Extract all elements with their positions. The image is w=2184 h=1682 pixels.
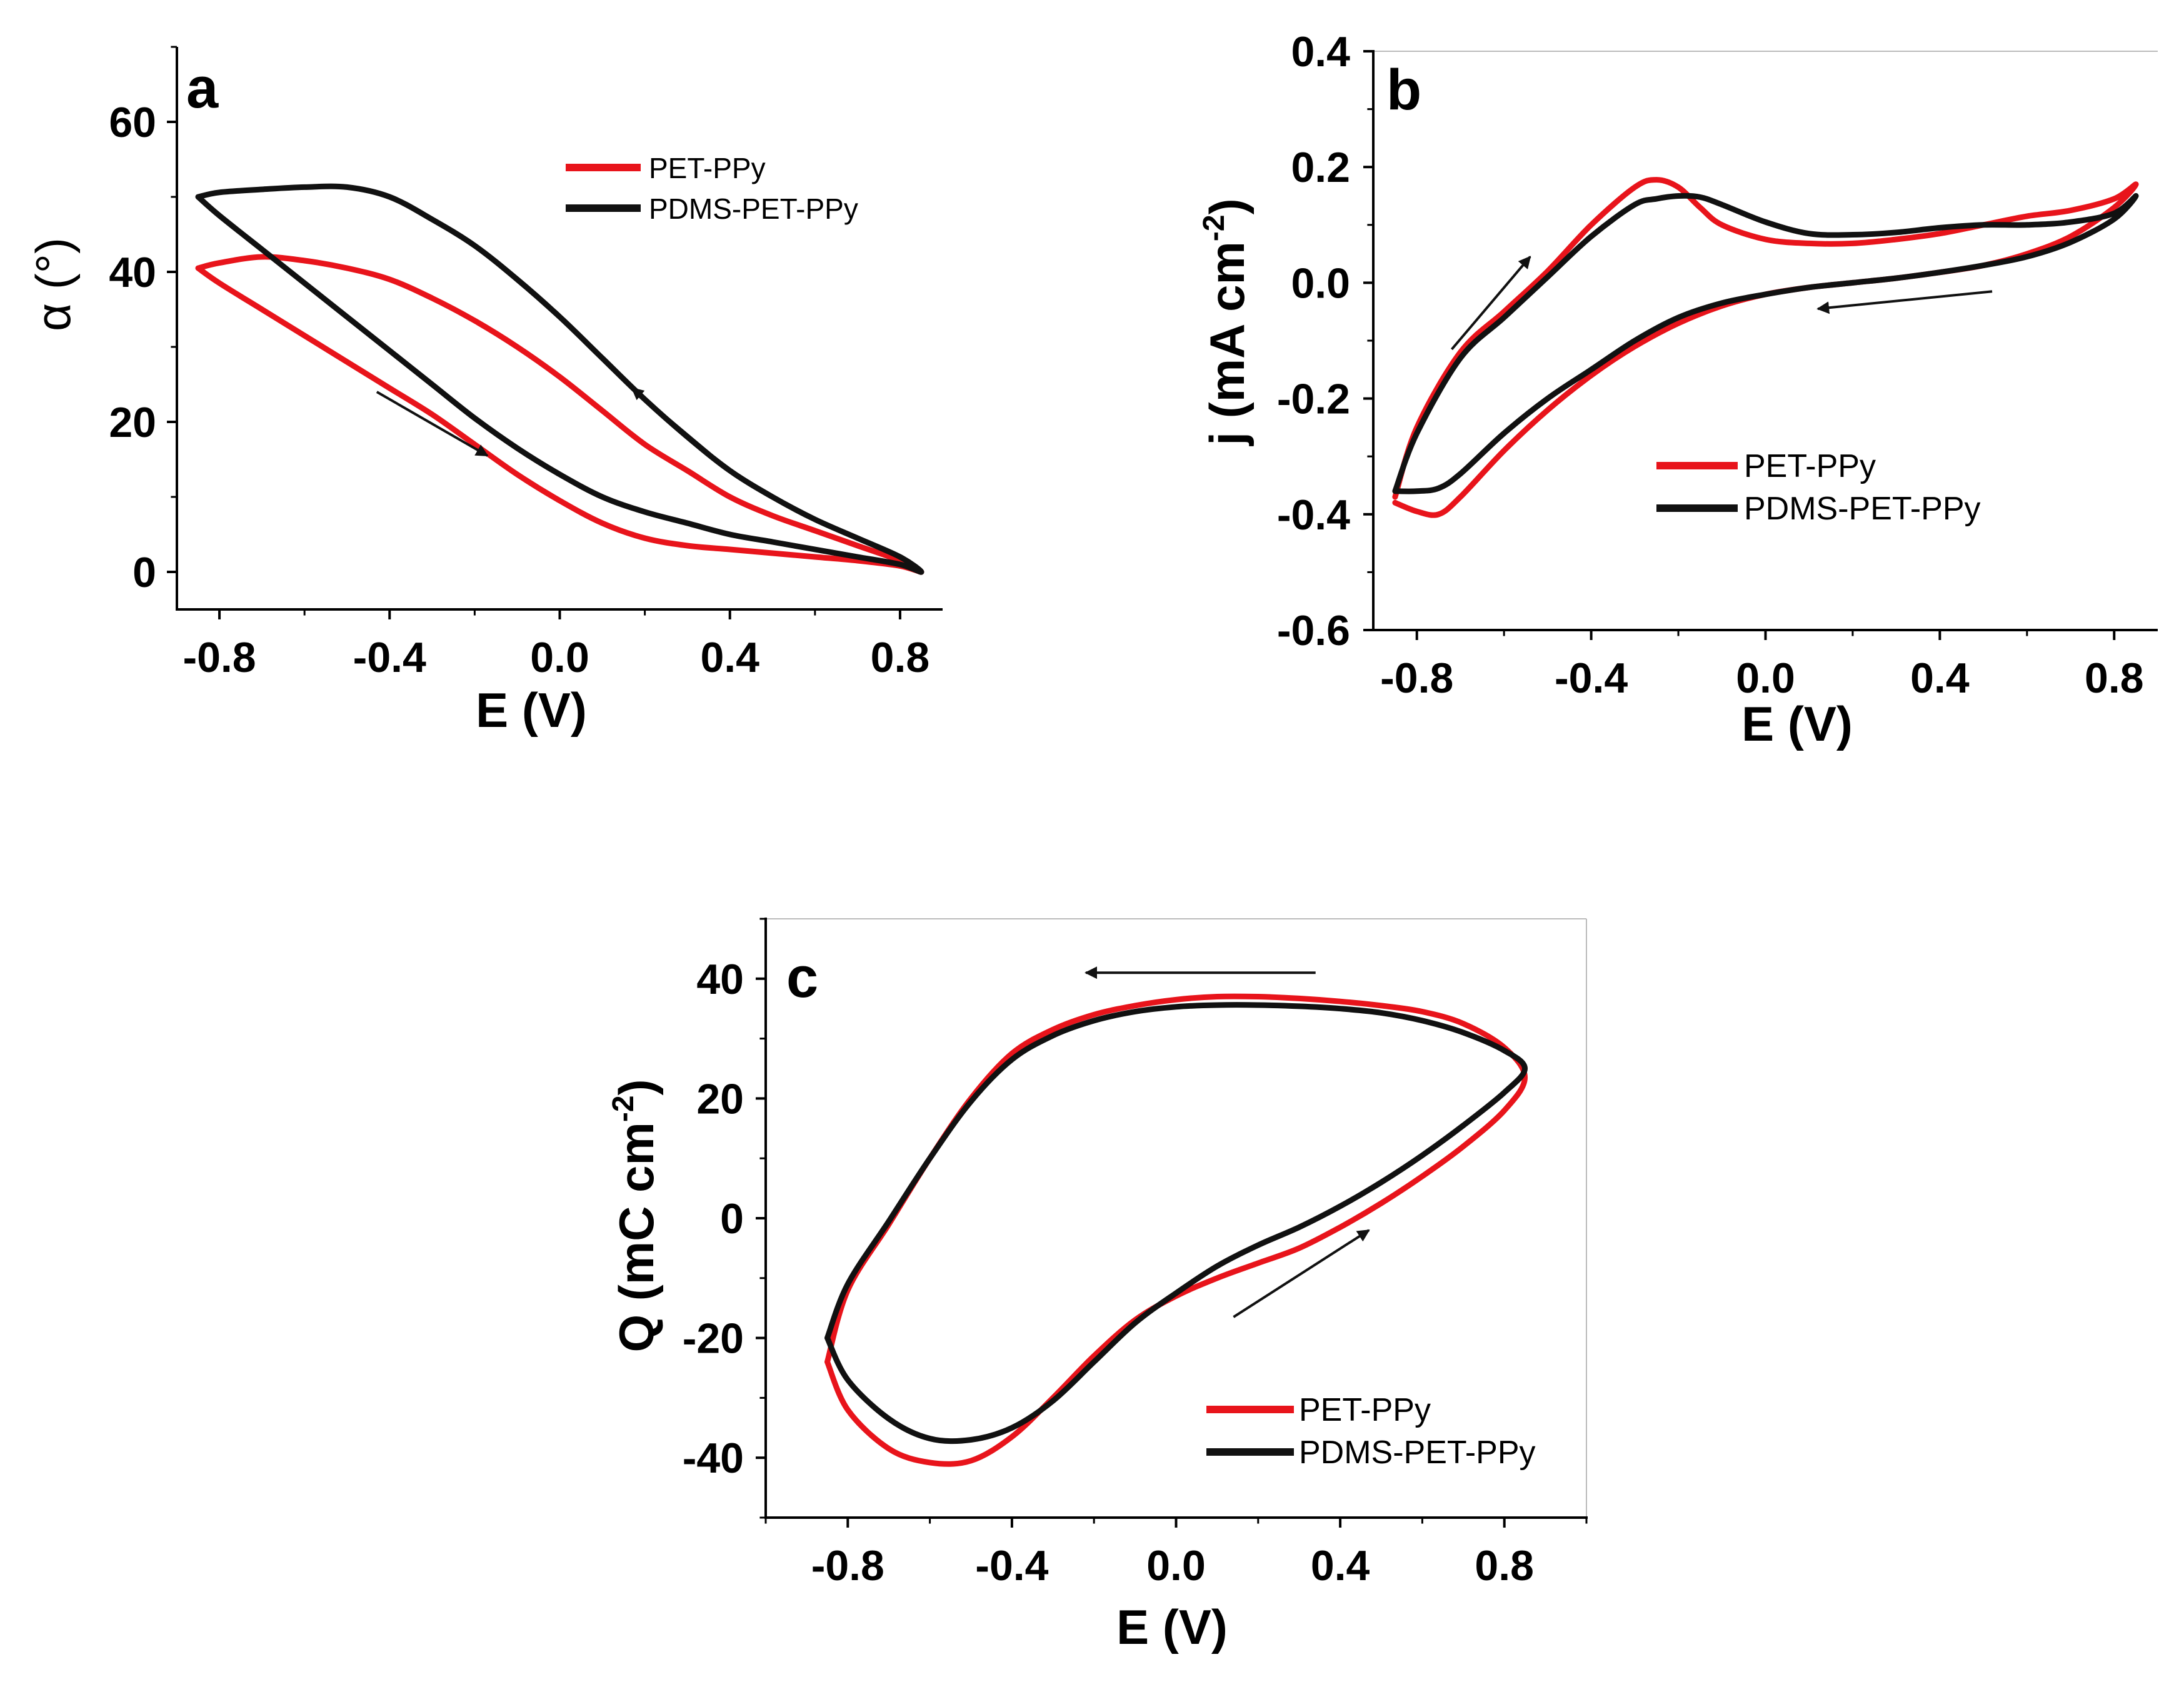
panel-b-y-tick-label: -0.2 [1277, 376, 1350, 423]
panel-c-y-tick-label: 20 [696, 1075, 744, 1123]
panel-b-label: b [1386, 58, 1421, 122]
panel-c-x-tick-label: 0.4 [1311, 1542, 1370, 1589]
panel-b-y-tick-label: -0.4 [1277, 491, 1350, 539]
panel-c-y-tick-label: -20 [683, 1315, 744, 1363]
panel-b-series [1392, 177, 2139, 518]
panel-c-legend-label-pdms-pet-ppy: PDMS-PET-PPy [1299, 1434, 1536, 1471]
panel-a-x-tick-label: 0.4 [700, 634, 759, 681]
panel-a-x-axis-title: E (V) [476, 683, 587, 738]
panel-a-y-tick-label: 60 [109, 99, 156, 146]
panel-a-x-tick-label: 0.8 [871, 634, 930, 681]
panel-a-x-tick-label: -0.4 [353, 634, 426, 681]
panel-a-legend-label-pet-ppy: PET-PPy [649, 152, 766, 184]
panel-c-arrows [1084, 966, 1370, 1318]
panel-c-x-tick-label: 0.0 [1146, 1542, 1206, 1589]
panel-a-arrows [376, 387, 723, 464]
panel-b-series-pdms-pet-ppy [1392, 193, 2139, 494]
panel-b-y-tick-label: -0.6 [1277, 607, 1350, 654]
panel-b-y-axis-title-close: ) [1200, 198, 1255, 214]
panel-a-x-ticks: -0.8 -0.4 0.0 0.4 0.8 [183, 609, 929, 681]
panel-a-y-tick-label: 20 [109, 399, 156, 446]
panel-a-series-pet-ppy [195, 254, 924, 575]
panel-b-legend: PET-PPy PDMS-PET-PPy [1656, 448, 1981, 527]
panel-a-x-tick-label: -0.8 [183, 634, 256, 681]
panel-b-y-tick-label: 0.4 [1291, 28, 1350, 76]
panel-a-y-ticks: 0 20 40 60 [109, 46, 177, 596]
panel-b-y-tick-label: 0.0 [1291, 259, 1350, 307]
panel-b: -0.8 -0.4 0.0 0.4 0.8 -0.6-0.4-0.20.00.20.4 … [1198, 28, 2158, 751]
panel-a-y-axis-title: α (°) [26, 238, 81, 331]
panel-b-y-axis-title-sup: -2 [1198, 214, 1231, 241]
panel-a-x-tick-label: 0.0 [530, 634, 589, 681]
panel-c-y-ticks: -40 -20 0 20 40 [683, 918, 766, 1519]
panel-b-y-ticks: -0.6 -0.4 -0.2 0.0 0.2 0.4 [1277, 28, 1373, 654]
panel-c-y-axis-title-sup: -2 [607, 1095, 640, 1122]
panel-b-x-axis-title: E (V) [1741, 696, 1853, 751]
panel-b-series-pet-ppy [1392, 177, 2139, 518]
panel-c-x-axis-title: E (V) [1116, 1599, 1228, 1654]
panel-c-legend: PET-PPy PDMS-PET-PPy [1206, 1392, 1536, 1471]
panel-a-direction-arrow [376, 391, 489, 457]
panel-b-y-axis-title: j (mA cm-2) [1198, 198, 1255, 446]
panel-b-x-tick-label: 0.8 [2085, 654, 2144, 702]
panel-a-y-tick-label: 0 [133, 549, 156, 596]
panel-c-x-tick-label: -0.4 [975, 1542, 1048, 1589]
panel-a-series-pdms-pet-ppy [195, 183, 924, 575]
panel-c-y-axis-title-main: Q (mC cm [609, 1122, 664, 1352]
panel-c-y-tick-label: 0 [720, 1195, 744, 1243]
panel-a-series [195, 183, 924, 575]
panel-b-x-tick-label: -0.4 [1555, 654, 1628, 702]
panel-b-x-tick-label: 0.4 [1910, 654, 1970, 702]
panel-a-legend: PET-PPy PDMS-PET-PPy [566, 152, 858, 225]
panel-c: -0.8 -0.4 0.0 0.4 0.8 -40 -20 0 20 40 c E (V) Q … [607, 918, 1588, 1654]
panel-b-frame [1372, 50, 2158, 631]
panel-c-x-tick-label: 0.8 [1475, 1542, 1534, 1589]
panel-c-x-tick-label: -0.8 [811, 1542, 884, 1589]
panel-b-y-axis-title-main: j (mA cm [1200, 241, 1255, 447]
panel-a-label: a [186, 56, 219, 120]
panel-a-legend-label-pdms-pet-ppy: PDMS-PET-PPy [649, 193, 858, 225]
panel-c-label: c [786, 946, 818, 1009]
panel-b-direction-arrow [1450, 256, 1531, 351]
panel-c-y-tick-label: 40 [696, 956, 744, 1003]
panel-c-y-axis-title-close: ) [609, 1079, 664, 1095]
panel-b-y-tick-label: 0.2 [1291, 144, 1350, 191]
panel-b-arrows [1450, 256, 1993, 351]
panel-c-legend-label-pet-ppy: PET-PPy [1299, 1392, 1431, 1428]
panel-b-legend-label-pet-ppy: PET-PPy [1744, 448, 1876, 484]
panel-b-direction-arrow [1816, 290, 1993, 314]
panel-c-y-tick-label: -40 [683, 1434, 744, 1482]
panel-c-direction-arrow [1233, 1229, 1370, 1318]
panel-c-x-ticks: -0.8 -0.4 0.0 0.4 0.8 [764, 1518, 1588, 1589]
panel-a-direction-arrow [631, 387, 723, 464]
panel-c-y-axis-title: Q (mC cm-2) [607, 1079, 664, 1352]
panel-c-series-pdms-pet-ppy [824, 1002, 1528, 1444]
panel-c-series [824, 993, 1528, 1467]
panel-b-x-ticks: -0.8 -0.4 0.0 0.4 0.8 [1380, 630, 2144, 702]
panel-a-y-tick-label: 40 [109, 249, 156, 296]
panel-b-x-tick-label: 0.0 [1736, 654, 1795, 702]
panel-b-x-tick-label: -0.8 [1380, 654, 1453, 702]
panel-b-legend-label-pdms-pet-ppy: PDMS-PET-PPy [1744, 491, 1981, 527]
